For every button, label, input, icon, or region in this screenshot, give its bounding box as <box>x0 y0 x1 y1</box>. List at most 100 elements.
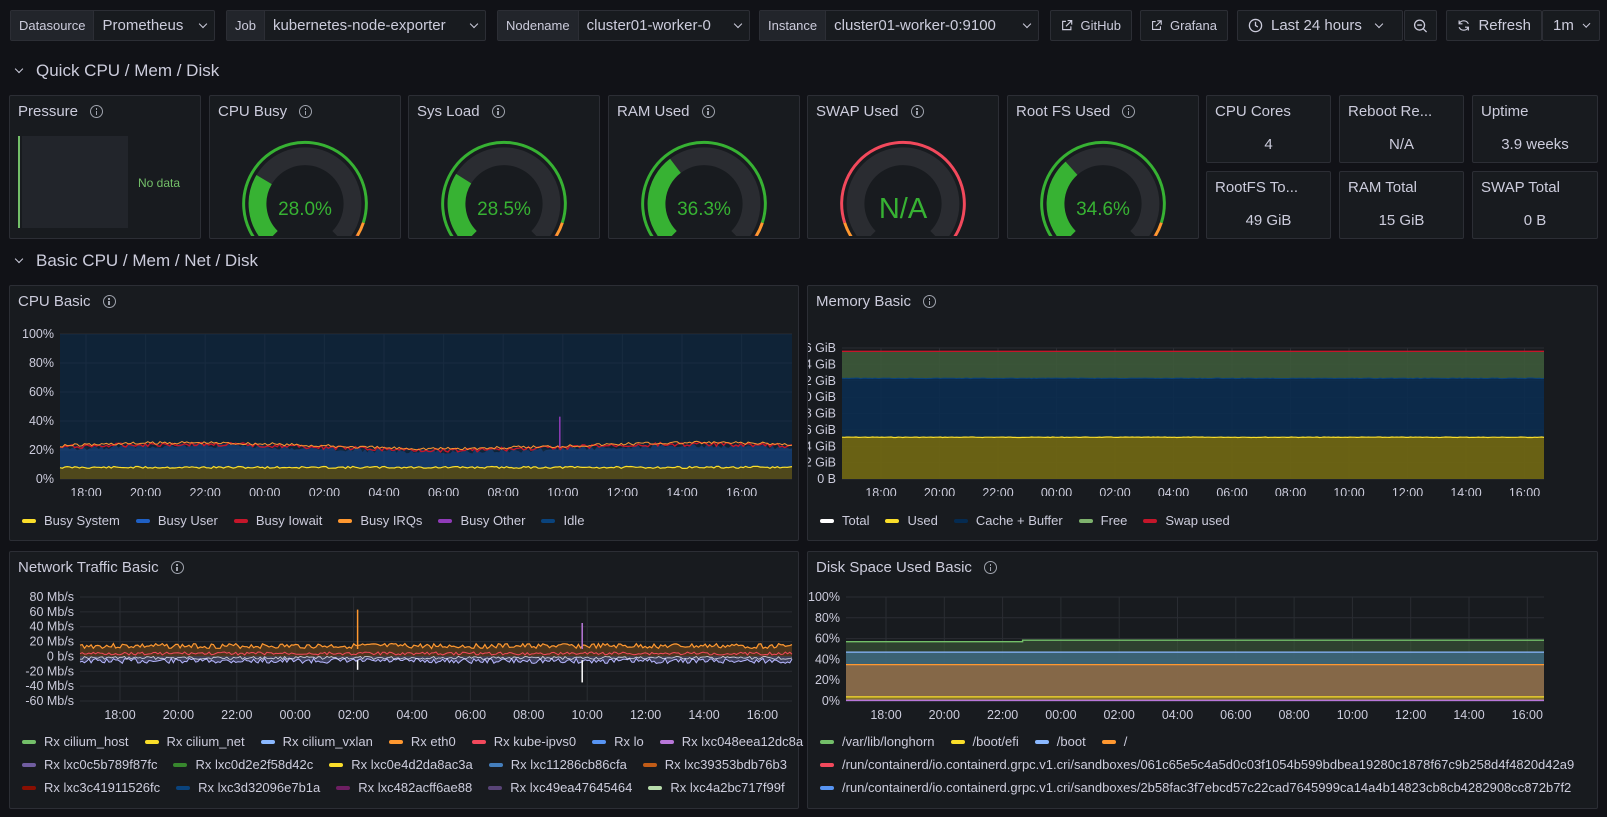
sys-load-panel[interactable]: Sys Load 28.5% <box>408 95 600 239</box>
legend-item[interactable]: Busy User <box>135 513 218 528</box>
legend-swatch <box>22 762 36 767</box>
network-traffic-panel[interactable]: Network Traffic Basic 80 Mb/s 60 Mb/s 40 M… <box>9 551 803 809</box>
nodename-select[interactable]: cluster01-worker-0 <box>579 11 749 40</box>
legend-item[interactable]: Rx cilium_net <box>144 734 245 749</box>
job-select[interactable]: kubernetes-node-exporter <box>265 11 485 40</box>
cpu-cores-panel[interactable]: CPU Cores 4 <box>1206 95 1331 163</box>
legend-item[interactable]: Rx lxc048eea12dc8a <box>659 734 803 749</box>
row-header-quick[interactable]: Quick CPU / Mem / Disk <box>14 61 219 81</box>
legend-item[interactable]: /var/lib/longhorn <box>820 734 935 749</box>
legend-item[interactable]: Busy Iowait <box>233 513 322 528</box>
y-tick-label: 6 GiB <box>808 423 836 437</box>
info-icon[interactable] <box>701 105 715 118</box>
swap-used-panel[interactable]: SWAP Used N/A <box>807 95 999 239</box>
info-icon[interactable] <box>90 105 104 118</box>
rx-lo-line <box>79 655 793 661</box>
legend-item[interactable]: Rx lxc11286cb86cfa <box>488 757 627 772</box>
instance-variable[interactable]: Instance cluster01-worker-0:9100 <box>759 10 1039 41</box>
ram-used-title: RAM Used <box>617 103 690 120</box>
legend-item[interactable]: Rx kube-ipvs0 <box>471 734 576 749</box>
info-icon[interactable] <box>299 105 313 118</box>
y-tick-label: 10 GiB <box>808 390 836 404</box>
x-tick-label: 18:00 <box>865 486 896 496</box>
refresh-interval-select[interactable]: 1m <box>1542 10 1600 41</box>
network-traffic-chart[interactable]: 80 Mb/s60 Mb/s40 Mb/s20 Mb/s0 b/s-20 Mb/… <box>10 582 800 742</box>
disk-space-panel[interactable]: Disk Space Used Basic 100% 80% 60% 40% 20% 0%… <box>807 551 1598 809</box>
info-icon[interactable] <box>910 105 924 118</box>
info-icon[interactable] <box>491 105 505 118</box>
legend-item[interactable]: Rx lxc3c41911526fc <box>22 780 160 795</box>
reboot-required-panel[interactable]: Reboot Re... N/A <box>1339 95 1464 163</box>
root-fs-used-panel[interactable]: Root FS Used 34.6% <box>1007 95 1199 239</box>
legend-item[interactable]: Busy System <box>22 513 120 528</box>
ram-total-panel[interactable]: RAM Total 15 GiB <box>1339 171 1464 239</box>
datasource-variable[interactable]: Datasource Prometheus <box>10 10 215 41</box>
legend-label: Rx cilium_net <box>166 734 245 749</box>
grafana-link-button[interactable]: Grafana <box>1140 10 1228 41</box>
cpu-basic-chart[interactable]: 100% 80% 60% 40% 20% 0% 18:00 20:00 22:00 00:00 02… <box>10 316 800 496</box>
legend-item[interactable]: Idle <box>541 513 584 528</box>
info-icon[interactable] <box>983 561 997 574</box>
swap-total-panel[interactable]: SWAP Total 0 B <box>1472 171 1598 239</box>
cpu-busy-panel[interactable]: CPU Busy 28.0% <box>209 95 401 239</box>
legend-item[interactable]: Rx lxc482acff6ae88 <box>336 780 472 795</box>
legend-item[interactable]: Rx lxc0e4d2da8ac3a <box>329 757 473 772</box>
x-tick-label: 04:00 <box>1158 486 1189 496</box>
legend-swatch <box>388 739 403 744</box>
legend-item[interactable]: Rx lxc3d32096e7b1a <box>176 780 320 795</box>
legend-item[interactable]: /run/containerd/io.containerd.grpc.v1.cr… <box>820 757 1574 772</box>
disk-space-chart[interactable]: 100% 80% 60% 40% 20% 0% 18:00 20:00 22:00 00:00 02… <box>808 582 1599 742</box>
legend-item[interactable]: /run/containerd/io.containerd.grpc.v1.cr… <box>820 780 1571 795</box>
ram-used-panel[interactable]: RAM Used 36.3% <box>608 95 800 239</box>
legend-item[interactable]: / <box>1101 734 1127 749</box>
cpu-basic-panel[interactable]: CPU Basic 100% 80% 60% 40% 20% 0% 18:00 20:00 22… <box>9 285 799 541</box>
legend-swatch <box>1143 518 1158 523</box>
memory-basic-chart[interactable]: 16 GiB 14 GiB 12 GiB 10 GiB 8 GiB 6 GiB 4 GiB 2… <box>808 316 1599 496</box>
legend-item[interactable]: Free <box>1078 513 1127 528</box>
time-range-picker[interactable]: Last 24 hours <box>1237 10 1403 41</box>
datasource-select[interactable]: Prometheus <box>94 11 214 40</box>
info-icon[interactable] <box>170 561 184 574</box>
legend-item[interactable]: Rx eth0 <box>388 734 456 749</box>
legend-item[interactable]: Rx lo <box>592 734 644 749</box>
legend-item[interactable]: Rx lxc4a2bc717f99f <box>648 780 785 795</box>
x-tick-label: 02:00 <box>1104 708 1135 722</box>
legend-item[interactable]: /boot <box>1034 734 1086 749</box>
memory-basic-panel[interactable]: Memory Basic 16 GiB 14 GiB 12 GiB 10 GiB 8 G… <box>807 285 1598 541</box>
legend-item[interactable]: Swap used <box>1143 513 1230 528</box>
legend-item[interactable]: Cache + Buffer <box>953 513 1063 528</box>
legend-item[interactable]: Total <box>820 513 869 528</box>
legend-item[interactable]: Busy IRQs <box>338 513 422 528</box>
legend-item[interactable]: Rx lxc49ea47645464 <box>488 780 632 795</box>
gauge-threshold-green <box>1040 140 1166 236</box>
sys-load-title: Sys Load <box>417 103 480 120</box>
github-link-button[interactable]: GitHub <box>1050 10 1132 41</box>
x-tick-label: 10:00 <box>1337 708 1368 722</box>
uptime-panel[interactable]: Uptime 3.9 weeks <box>1472 95 1598 163</box>
pressure-panel[interactable]: Pressure No data <box>9 95 201 239</box>
legend-item[interactable]: /boot/efi <box>950 734 1019 749</box>
x-tick-label: 16:00 <box>1512 708 1543 722</box>
nodename-variable[interactable]: Nodename cluster01-worker-0 <box>497 10 750 41</box>
legend-label: Total <box>842 513 870 528</box>
legend-item[interactable]: Busy Other <box>438 513 525 528</box>
rootfs-total-panel[interactable]: RootFS To... 49 GiB <box>1206 171 1331 239</box>
refresh-button[interactable]: Refresh <box>1446 10 1542 41</box>
memory-basic-title: Memory Basic <box>816 293 912 310</box>
legend-item[interactable]: Rx cilium_host <box>22 734 129 749</box>
legend-swatch <box>592 739 607 744</box>
info-icon[interactable] <box>923 295 937 308</box>
legend-item[interactable]: Rx lxc0d2e2f58d42c <box>173 757 313 772</box>
legend-item[interactable]: Used <box>885 513 938 528</box>
legend-item[interactable]: Rx lxc39353bdb76b3 <box>642 757 787 772</box>
row-header-basic[interactable]: Basic CPU / Mem / Net / Disk <box>14 251 258 271</box>
rootfs-total-value: 49 GiB <box>1245 212 1292 229</box>
job-variable[interactable]: Job kubernetes-node-exporter <box>226 10 486 41</box>
instance-select[interactable]: cluster01-worker-0:9100 <box>826 11 1038 40</box>
zoom-out-button[interactable] <box>1404 10 1437 41</box>
info-icon[interactable] <box>102 295 116 308</box>
legend-item[interactable]: Rx cilium_vxlan <box>260 734 373 749</box>
info-icon[interactable] <box>1122 105 1136 118</box>
x-tick-label: 02:00 <box>309 486 340 496</box>
legend-item[interactable]: Rx lxc0c5b789f87fc <box>22 757 157 772</box>
